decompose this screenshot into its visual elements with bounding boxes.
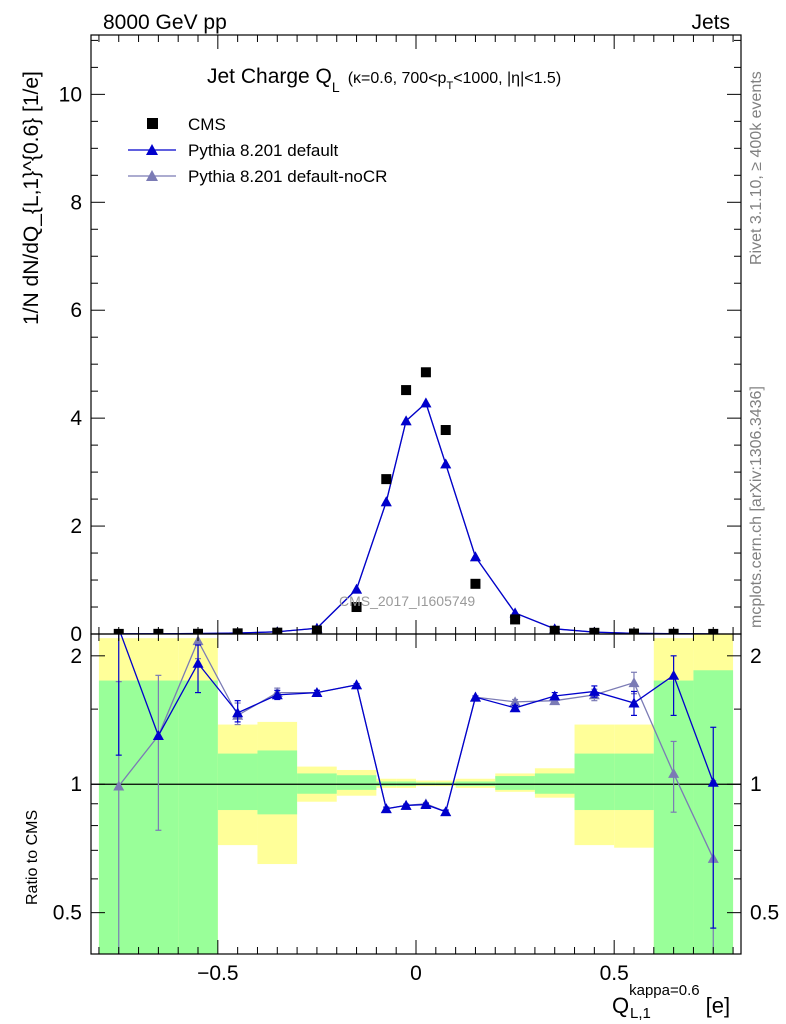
band-green [178,680,218,954]
main-ytick-label: 8 [70,191,82,214]
mcplots-label: mcplots.cern.ch [arXiv:1306.3436] [748,386,765,628]
ratio-marker-default [420,799,432,809]
band-green [297,773,337,794]
main-marker-cms [381,474,392,485]
band-green [653,680,694,954]
ratio-marker-default [311,687,323,697]
band-green [336,775,377,790]
ratio-ytick-label-right: 2 [750,645,762,668]
main-marker-default [380,496,392,507]
main-marker-cms [401,385,412,396]
analysis-annotation: CMS_2017_I1605749 [339,593,475,609]
ratio-marker-default [400,799,412,810]
ratio-marker-default [271,689,283,700]
ratio-marker-default [628,697,640,708]
ratio-marker-default [549,690,561,701]
ratio-marker-default [192,657,204,668]
chart-title: Jet Charge QL (κ=0.6, 700<pT<1000, |η|<1.… [207,65,561,95]
ratio-marker-nocr [668,767,680,778]
rivet-label: Rivet 3.1.10, ≥ 400k events [748,71,765,265]
main-marker-default [400,415,412,426]
ratio-marker-default [668,669,680,680]
ratio-xtick-label: −0.5 [197,962,238,985]
ratio-marker-default [380,803,392,814]
legend: CMS Pythia 8.201 default Pythia 8.201 de… [128,115,387,186]
legend-nocr-marker [146,170,158,181]
legend-cms-label: CMS [188,115,226,134]
ratio-marker-nocr [113,780,125,791]
main-marker-default [469,551,481,562]
ratio-ytick-label: 2 [70,645,82,668]
main-ytick-label: 2 [70,515,82,538]
main-ytick-label: 10 [59,83,82,106]
legend-default-label: Pythia 8.201 default [188,141,339,160]
x-axis-label: Qkappa=0.6[e] [612,982,730,1018]
x-axis-label-subscript: L,1 [630,1005,651,1022]
band-green [257,750,298,815]
main-marker-default [420,397,432,408]
main-marker-default [440,458,452,469]
ratio-xtick-label: 0 [410,962,422,985]
main-marker-cms [440,425,451,436]
ratio-marker-default [509,702,521,713]
band-green [614,753,654,811]
main-line-default [118,401,714,634]
main-marker-cms [351,602,362,613]
band-green [495,776,535,790]
main-ytick-label: 4 [70,407,82,430]
legend-cms-marker [147,118,158,129]
ratio-ylabel: Ratio to CMS [24,810,41,905]
ratio-marker-default [232,707,244,718]
legend-default-marker [146,144,158,155]
band-green [574,753,615,811]
main-ylabel: 1/N dN/dQ_{L,1}^{0.6} [1/e] [20,71,43,325]
ratio-ytick-label-right: 1 [750,773,762,796]
ratio-line-default [120,634,714,813]
main-ytick-label: 0 [70,623,82,646]
ratio-marker-default [351,679,363,690]
ratio-marker-default [588,685,600,696]
ratio-ytick-label-right: 0.5 [750,902,779,925]
ratio-marker-default [440,806,452,817]
band-green [98,680,179,954]
header-right: Jets [691,11,730,34]
ratio-ytick-label: 1 [70,773,82,796]
ratio-ytick-label: 0.5 [53,902,82,925]
ratio-marker-nocr [509,696,521,707]
main-marker-cms [510,614,521,625]
legend-nocr-label: Pythia 8.201 default-noCR [188,167,387,186]
ratio-marker-nocr [628,677,640,688]
ratio-marker-default [707,776,719,787]
main-ytick-label: 6 [70,299,82,322]
ratio-xtick-label: 0.5 [600,962,629,985]
main-marker-default [351,583,363,594]
header-left: 8000 GeV pp [103,11,227,34]
ratio-marker-default [152,730,164,741]
ratio-marker-default [469,691,481,702]
band-green [534,773,575,794]
axis-ticks [91,35,741,955]
band-green [217,753,258,811]
main-marker-cms [470,578,481,589]
main-marker-cms [420,367,431,378]
